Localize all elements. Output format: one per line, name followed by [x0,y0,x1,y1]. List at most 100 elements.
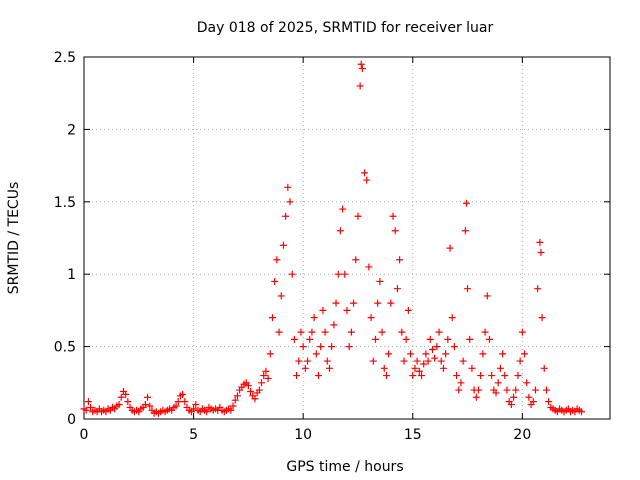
data-point [308,328,316,336]
data-point [268,314,276,322]
data-point [455,386,463,394]
data-point [262,367,270,375]
data-point [350,299,358,307]
data-point [424,357,432,365]
data-point [396,256,404,264]
data-point [231,396,239,404]
data-point [492,389,500,397]
data-point [306,335,314,343]
y-tick-label: 0 [67,412,76,428]
data-point [578,408,586,416]
data-point [537,248,545,256]
data-point [282,212,290,220]
x-tick-label: 15 [404,427,422,443]
data-point [347,328,355,336]
y-tick-label: 1 [67,267,76,283]
axis-ticks: 0 5 10 15 20 0 0.5 1 1.5 2 2.5 [54,50,610,443]
data-point [422,350,430,358]
data-point [279,241,287,249]
data-point [400,357,408,365]
x-tick-label: 20 [513,427,531,443]
data-point [275,328,283,336]
x-tick-label: 5 [189,427,198,443]
data-point [264,374,272,382]
y-axis-label: SRMTID / TECUs [6,182,22,295]
data-point [321,328,329,336]
data-point [380,364,388,372]
data-point [496,364,504,372]
data-point [521,350,529,358]
data-point [525,393,533,401]
data-point [442,350,450,358]
data-point [466,335,474,343]
data-point [398,328,406,336]
data-point [433,343,441,351]
data-point [404,306,412,314]
data-point [122,390,130,398]
data-point [312,350,320,358]
y-tick-label: 1.5 [54,195,76,211]
data-point [290,335,298,343]
data-point [514,372,522,380]
data-point [461,227,469,235]
data-point [369,357,377,365]
data-point [288,270,296,278]
data-point [271,277,279,285]
data-point [407,350,415,358]
data-point [472,393,480,401]
data-point [286,198,294,206]
x-axis-label: GPS time / hours [286,459,403,475]
data-point [323,357,331,365]
data-point [518,328,526,336]
data-point [356,82,364,90]
data-point [479,350,487,358]
data-point [531,386,539,394]
data-point [363,176,371,184]
data-point [229,402,237,410]
data-point [361,169,369,177]
data-point [542,386,550,394]
data-point [299,343,307,351]
data-point [418,372,426,380]
data-point [426,335,434,343]
data-point [266,350,274,358]
data-point [141,401,149,409]
data-point [334,270,342,278]
data-point [488,372,496,380]
data-point [358,65,366,73]
data-point [415,367,423,375]
data-point [382,372,390,380]
data-point [374,299,382,307]
data-points [80,60,586,417]
data-point [273,256,281,264]
data-point [450,343,458,351]
plot-frame [83,56,611,420]
data-point [332,299,340,307]
data-point [339,205,347,213]
data-point [115,401,123,409]
data-point [481,328,489,336]
data-point [244,382,252,390]
data-point [402,335,410,343]
data-point [87,403,95,411]
data-point [393,285,401,293]
data-point [352,256,360,264]
data-point [439,364,447,372]
data-point [192,401,200,409]
data-point [233,392,241,400]
data-point [453,372,461,380]
data-point [124,398,132,406]
data-point [483,292,491,300]
y-tick-label: 0.5 [54,340,76,356]
data-point [284,183,292,191]
data-point [523,379,531,387]
data-point [144,393,152,401]
data-point [413,357,421,365]
data-point [247,387,255,395]
data-point [328,343,336,351]
x-tick-label: 10 [294,427,312,443]
data-point [84,398,92,406]
data-point [389,212,397,220]
data-point [378,328,386,336]
